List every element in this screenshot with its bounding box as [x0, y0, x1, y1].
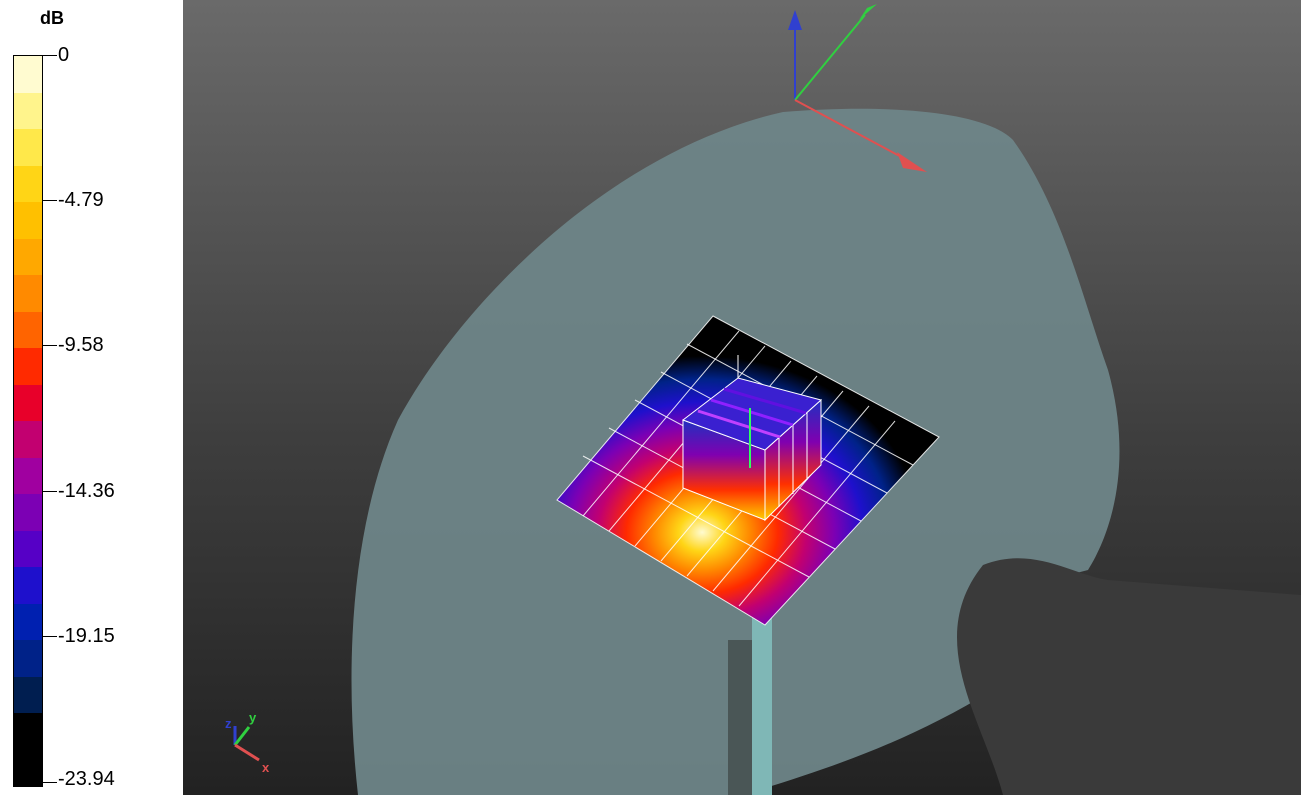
legend-tick-label: -14.36 [58, 480, 115, 502]
support-rod [752, 612, 772, 795]
main-axes-gizmo [788, 4, 927, 172]
legend-tick-mark [43, 491, 57, 492]
y-axis-arrow-icon [859, 4, 877, 20]
legend-tick-label: -23.94 [58, 768, 115, 790]
x-axis-arrow-icon [897, 152, 927, 172]
head-cutout [957, 558, 1301, 795]
support-rod-shadow [728, 640, 752, 795]
colorbar-band [14, 348, 42, 385]
colorbar-band [14, 749, 42, 786]
colorbar-band [14, 275, 42, 312]
legend-tick-label: -9.58 [58, 334, 104, 356]
colorbar-band [14, 713, 42, 750]
colorbar-band [14, 457, 42, 494]
colorbar-band [14, 311, 42, 348]
mini-y-label: y [249, 710, 257, 725]
legend-tick-mark [43, 200, 57, 201]
legend-tick-mark [43, 345, 57, 346]
3d-scene[interactable]: z y x [183, 0, 1301, 795]
legend-unit-label: dB [40, 8, 64, 28]
colorbar-band [14, 640, 42, 677]
colorbar-band [14, 202, 42, 239]
legend-tick-label: 0 [58, 44, 70, 66]
orientation-gizmo: z y x [225, 710, 270, 775]
mini-x-label: x [262, 760, 270, 775]
colorbar-band [14, 421, 42, 458]
colorbar-band [14, 56, 42, 93]
colorbar-band [14, 494, 42, 531]
mini-z-label: z [225, 716, 232, 731]
mini-y-axis [233, 726, 251, 746]
colorbar-band [14, 676, 42, 713]
legend-tick-label: -19.15 [58, 625, 115, 647]
colorbar [13, 55, 43, 787]
3d-viewport[interactable]: z y x [183, 0, 1301, 795]
colorbar-legend: dB 0 -4.79 -9.58 -14.36 -19.15 -23.94 [0, 0, 183, 795]
colorbar-band [14, 384, 42, 421]
colorbar-band [14, 567, 42, 604]
x-axis-line [794, 99, 908, 161]
colorbar-band [14, 238, 42, 275]
colorbar-band [14, 129, 42, 166]
y-axis-line [794, 14, 866, 101]
colorbar-band [14, 603, 42, 640]
legend-tick-label: -4.79 [58, 189, 104, 211]
colorbar-band [14, 165, 42, 202]
colorbar-band [14, 530, 42, 567]
colorbar-band [14, 92, 42, 129]
z-axis-arrow-icon [788, 10, 802, 30]
legend-tick-mark [43, 782, 57, 783]
legend-tick-mark [43, 55, 57, 56]
measurement-volume [681, 355, 823, 522]
mini-x-axis [234, 743, 260, 762]
legend-tick-mark [43, 636, 57, 637]
